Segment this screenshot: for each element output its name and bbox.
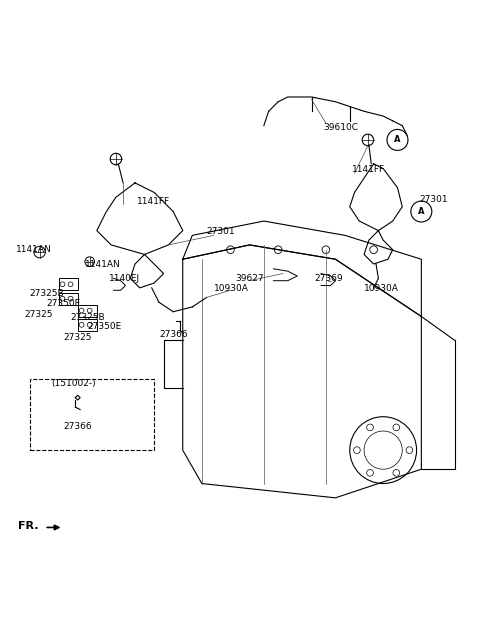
Text: 10930A: 10930A xyxy=(364,284,399,293)
Text: 27325B: 27325B xyxy=(71,313,105,322)
Bar xyxy=(78,304,97,316)
Bar xyxy=(78,319,97,331)
Bar xyxy=(59,292,78,304)
Bar xyxy=(59,279,78,291)
Text: 27350E: 27350E xyxy=(87,322,121,332)
Text: 1141FF: 1141FF xyxy=(137,197,170,206)
Text: (151002-): (151002-) xyxy=(51,379,96,388)
Text: 1141FF: 1141FF xyxy=(352,165,385,174)
Text: 27366: 27366 xyxy=(159,330,188,339)
Text: 1141AN: 1141AN xyxy=(85,260,120,268)
Text: 27301: 27301 xyxy=(419,195,447,204)
Text: 1140EJ: 1140EJ xyxy=(109,274,140,283)
Text: 27369: 27369 xyxy=(314,274,343,283)
Text: 39627: 39627 xyxy=(235,274,264,283)
Text: FR.: FR. xyxy=(18,520,38,530)
Text: 1141AN: 1141AN xyxy=(16,245,51,254)
Bar xyxy=(30,379,154,450)
Text: 39610C: 39610C xyxy=(324,123,359,132)
Text: 27350E: 27350E xyxy=(47,299,81,308)
Text: A: A xyxy=(394,135,401,144)
Text: 27366: 27366 xyxy=(63,422,92,431)
Text: A: A xyxy=(418,207,425,216)
Text: 27325B: 27325B xyxy=(29,289,64,298)
Text: 10930A: 10930A xyxy=(214,284,249,293)
Text: 27325: 27325 xyxy=(63,334,92,342)
Text: 27301: 27301 xyxy=(206,227,235,236)
Text: 27325: 27325 xyxy=(24,310,53,318)
